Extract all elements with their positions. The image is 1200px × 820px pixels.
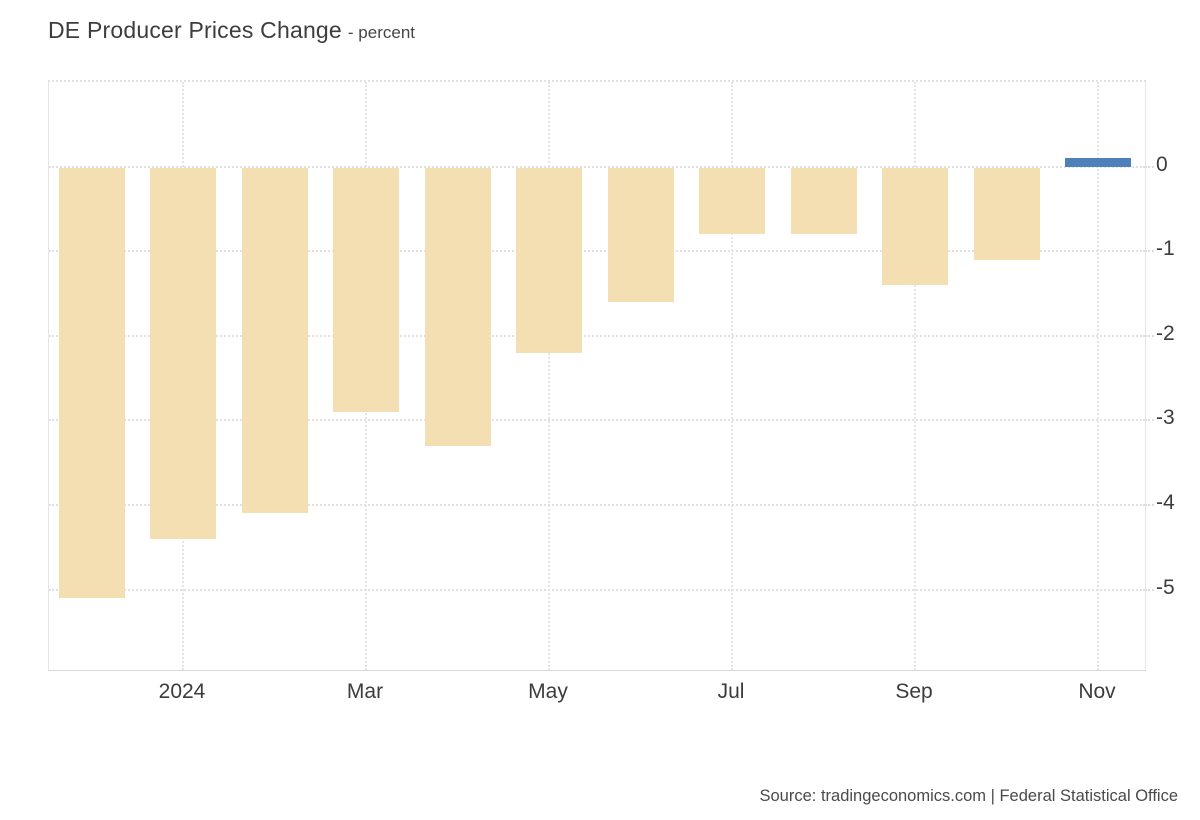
y-tick-mark	[1145, 588, 1154, 591]
plot-area[interactable]	[48, 80, 1154, 671]
bar-sep-2024[interactable]	[882, 168, 948, 286]
bar-may-2024[interactable]	[516, 168, 582, 353]
y-tick-mark	[1145, 165, 1154, 168]
y-tick-mark	[1145, 419, 1154, 422]
x-tick-label: May	[528, 680, 568, 703]
bar-oct-2024[interactable]	[973, 168, 1040, 260]
bar-jun-2024[interactable]	[607, 168, 674, 302]
bar-dec-2023[interactable]	[58, 168, 125, 599]
x-tick-label: Nov	[1078, 680, 1116, 703]
x-gridline	[1097, 82, 1099, 670]
source-text: Source: tradingeconomics.com | Federal S…	[759, 787, 1179, 805]
y-tick-label: 0	[1156, 152, 1168, 176]
bar-apr-2024[interactable]	[424, 168, 491, 446]
x-gridline	[731, 82, 733, 670]
bar-jan-2024[interactable]	[150, 168, 216, 539]
y-gridline	[49, 504, 1145, 507]
x-tick-label: Sep	[895, 680, 933, 703]
x-gridline	[548, 82, 550, 670]
x-tick-label: 2024	[158, 680, 206, 703]
y-tick-label: -4	[1156, 491, 1175, 515]
bar-aug-2024[interactable]	[790, 168, 857, 235]
y-tick-mark	[1145, 504, 1154, 507]
y-tick-mark	[1145, 334, 1154, 337]
chart-header: DE Producer Prices Change - percent	[48, 17, 415, 44]
chart-title: DE Producer Prices Change	[48, 17, 342, 43]
x-tick-label: Mar	[346, 680, 384, 703]
bar-jul-2024[interactable]	[699, 168, 765, 235]
y-tick-label: -2	[1156, 321, 1175, 345]
x-gridline	[914, 82, 916, 670]
bar-nov-2024[interactable]	[1065, 158, 1131, 167]
bar-feb-2024[interactable]	[241, 168, 308, 514]
y-gridline	[49, 588, 1145, 591]
x-tick-label: Jul	[717, 680, 745, 703]
y-tick-label: -5	[1156, 575, 1175, 599]
y-tick-label: -1	[1156, 237, 1175, 261]
y-gridline	[49, 165, 1145, 168]
bar-mar-2024[interactable]	[333, 168, 399, 412]
y-gridline	[49, 334, 1145, 337]
y-gridline	[49, 419, 1145, 422]
y-gridline	[49, 250, 1145, 253]
y-tick-mark	[1145, 250, 1154, 253]
chart-subtitle: - percent	[347, 23, 416, 42]
y-tick-label: -3	[1156, 406, 1175, 430]
